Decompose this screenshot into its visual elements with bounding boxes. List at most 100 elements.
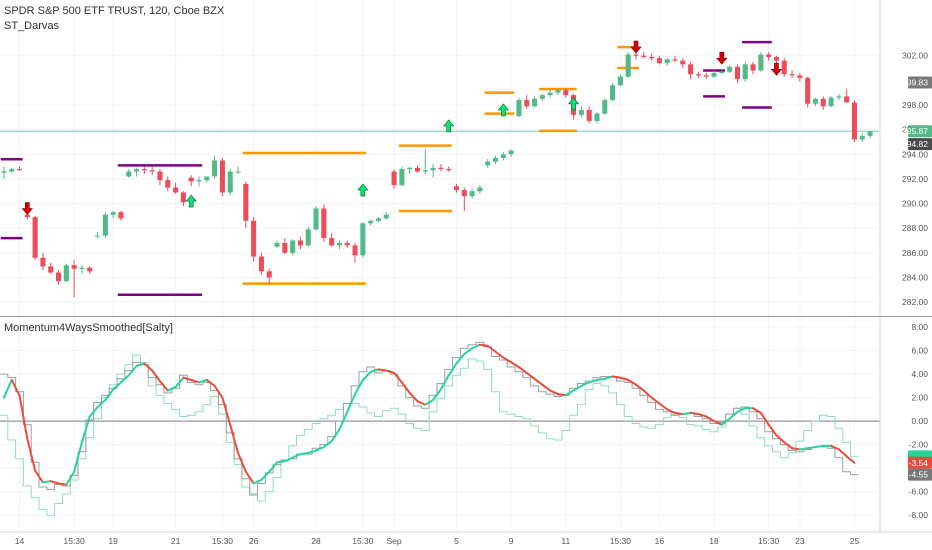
- signal-up-arrow-icon[interactable]: [357, 183, 369, 197]
- candle-body[interactable]: [649, 56, 655, 59]
- candle-body[interactable]: [664, 59, 670, 64]
- momentum-smoothed-segment[interactable]: [471, 343, 481, 350]
- momentum-smoothed-segment[interactable]: [369, 368, 380, 373]
- momentum-smoothed-segment[interactable]: [611, 375, 622, 379]
- momentum-smoothed-segment[interactable]: [354, 378, 364, 396]
- momentum-smoothed-segment[interactable]: [190, 378, 200, 384]
- candle-body[interactable]: [844, 96, 850, 103]
- candle-body[interactable]: [79, 267, 85, 269]
- candle-body[interactable]: [274, 243, 280, 247]
- candle-body[interactable]: [391, 171, 397, 186]
- momentum-smoothed-segment[interactable]: [49, 480, 60, 485]
- momentum-smoothed-segment[interactable]: [166, 386, 177, 392]
- momentum-smoothed-segment[interactable]: [197, 378, 208, 384]
- momentum-smoothed-segment[interactable]: [119, 374, 130, 384]
- momentum-smoothed-segment[interactable]: [650, 396, 661, 405]
- candle-body[interactable]: [266, 271, 272, 278]
- candle-body[interactable]: [149, 170, 155, 172]
- momentum-smoothed-segment[interactable]: [158, 380, 169, 392]
- momentum-smoothed-segment[interactable]: [88, 406, 99, 418]
- momentum-smoothed-segment[interactable]: [182, 376, 193, 381]
- momentum-smoothed-segment[interactable]: [276, 460, 286, 464]
- candle-body[interactable]: [290, 240, 296, 253]
- momentum-smoothed-segment[interactable]: [752, 407, 762, 414]
- momentum-smoothed-segment[interactable]: [619, 376, 630, 381]
- momentum-smoothed-segment[interactable]: [346, 393, 357, 413]
- momentum-smoothed-segment[interactable]: [18, 394, 29, 440]
- momentum-smoothed-segment[interactable]: [517, 366, 528, 374]
- momentum-smoothed-segment[interactable]: [80, 415, 91, 444]
- momentum-smoothed-segment[interactable]: [728, 410, 739, 420]
- candle-body[interactable]: [71, 265, 77, 269]
- momentum-smoothed-segment[interactable]: [603, 375, 614, 380]
- momentum-smoothed-segment[interactable]: [595, 377, 606, 381]
- momentum-smoothed-segment[interactable]: [174, 376, 185, 389]
- momentum-smoothed-segment[interactable]: [393, 371, 403, 384]
- momentum-smoothed-segment[interactable]: [112, 381, 122, 391]
- candle-body[interactable]: [711, 72, 717, 77]
- momentum-smoothed-segment[interactable]: [681, 411, 692, 416]
- momentum-smoothed-segment[interactable]: [494, 350, 505, 359]
- momentum-smoothed-segment[interactable]: [658, 402, 669, 411]
- candle-body[interactable]: [492, 157, 499, 162]
- candle-body[interactable]: [734, 66, 740, 80]
- candle-body[interactable]: [695, 74, 701, 76]
- candle-body[interactable]: [789, 74, 795, 76]
- momentum-smoothed-segment[interactable]: [26, 437, 37, 472]
- momentum-smoothed-segment[interactable]: [2, 378, 13, 399]
- candle-body[interactable]: [602, 100, 608, 114]
- candle-body[interactable]: [578, 109, 584, 115]
- candle-body[interactable]: [781, 60, 787, 75]
- momentum-smoothed-segment[interactable]: [463, 347, 474, 356]
- momentum-smoothed-segment[interactable]: [424, 398, 435, 406]
- candle-body[interactable]: [586, 109, 592, 122]
- candle-body[interactable]: [383, 214, 389, 219]
- signal-up-arrow-icon[interactable]: [567, 97, 580, 111]
- momentum-smoothed-segment[interactable]: [127, 364, 138, 377]
- candle-body[interactable]: [321, 208, 327, 239]
- momentum-smoothed-segment[interactable]: [486, 344, 497, 353]
- candle-body[interactable]: [352, 245, 358, 256]
- momentum-smoothed-segment[interactable]: [791, 447, 801, 451]
- candle-body[interactable]: [32, 217, 38, 258]
- momentum-smoothed-segment[interactable]: [315, 446, 325, 452]
- candle-body[interactable]: [594, 113, 600, 122]
- candle-body[interactable]: [688, 64, 694, 75]
- momentum-smoothed-segment[interactable]: [73, 441, 83, 473]
- candle-body[interactable]: [641, 55, 647, 57]
- candle-body[interactable]: [173, 187, 179, 193]
- candle-body[interactable]: [555, 90, 561, 93]
- candle-body[interactable]: [563, 90, 569, 96]
- candle-body[interactable]: [251, 220, 257, 257]
- candle-body[interactable]: [547, 92, 553, 96]
- momentum-smoothed-segment[interactable]: [697, 413, 708, 418]
- candle-body[interactable]: [336, 243, 342, 246]
- candle-body[interactable]: [430, 167, 436, 171]
- candle-body[interactable]: [110, 212, 116, 215]
- candle-body[interactable]: [1, 171, 7, 173]
- candle-body[interactable]: [453, 186, 460, 191]
- momentum-smoothed-segment[interactable]: [322, 440, 333, 449]
- momentum-smoothed-segment[interactable]: [736, 407, 747, 413]
- candle-body[interactable]: [212, 160, 218, 177]
- candle-body[interactable]: [180, 192, 186, 203]
- candle-body[interactable]: [141, 169, 147, 171]
- candle-body[interactable]: [414, 167, 421, 172]
- momentum-smoothed-segment[interactable]: [634, 383, 645, 392]
- momentum-smoothed-segment[interactable]: [135, 362, 146, 367]
- candle-body[interactable]: [344, 243, 350, 246]
- momentum-smoothed-segment[interactable]: [767, 423, 778, 437]
- candle-body[interactable]: [134, 169, 140, 172]
- momentum-smoothed-segment[interactable]: [666, 408, 677, 414]
- momentum-smoothed-segment[interactable]: [283, 456, 294, 463]
- momentum-smoothed-segment[interactable]: [229, 423, 240, 454]
- candle-body[interactable]: [680, 60, 686, 65]
- candle-body[interactable]: [828, 97, 834, 107]
- candle-body[interactable]: [422, 170, 428, 172]
- candle-body[interactable]: [188, 177, 194, 182]
- momentum-smoothed-segment[interactable]: [10, 378, 21, 397]
- candle-body[interactable]: [55, 272, 62, 282]
- candle-body[interactable]: [118, 212, 124, 219]
- candle-body[interactable]: [399, 169, 405, 186]
- candle-body[interactable]: [24, 214, 30, 218]
